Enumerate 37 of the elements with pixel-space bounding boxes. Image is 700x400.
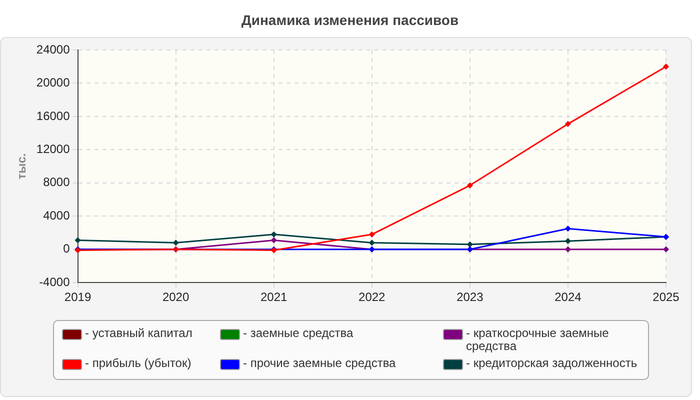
x-tick-label: 2020 [162,290,190,304]
x-tick-label: 2019 [64,290,92,304]
y-tick-label: 0 [63,242,70,256]
chart-title: Динамика изменения пассивов [240,11,460,28]
y-tick-label: 20000 [36,76,70,90]
x-tick-label: 2023 [456,290,484,304]
y-tick-label: 12000 [36,142,70,156]
point [467,182,473,188]
x-tick-label: 2021 [260,290,288,304]
point [173,240,179,246]
y-tick-label: -4000 [39,274,70,289]
y-tick-label: 8000 [43,175,70,190]
point [75,237,81,243]
point [565,226,571,232]
point [663,64,669,70]
y-tick-label: 24000 [36,42,70,56]
point [271,232,277,238]
point [663,246,669,252]
point [271,237,277,243]
legend-label: - прибыль (убыток) [85,356,192,370]
legend-label: - заемные средства [243,326,354,340]
point [565,246,571,252]
point [369,240,375,246]
point [467,242,473,248]
point [565,238,571,244]
legend-label: - краткосрочные заемные средства [466,326,610,353]
x-tick-label: 2022 [358,290,386,304]
x-tick-label: 2025 [652,290,680,304]
y-tick-label: 16000 [36,108,70,123]
x-tick-label: 2024 [554,290,582,304]
legend-label: - прочие заемные средства [243,356,396,370]
point [369,232,375,238]
y-axis-title: тыс. [14,153,29,180]
legend-label: - кредиторская задолженность [466,356,638,370]
legend-label: - уставный капитал [85,326,192,340]
point [565,121,571,127]
y-tick-label: 4000 [43,208,70,222]
